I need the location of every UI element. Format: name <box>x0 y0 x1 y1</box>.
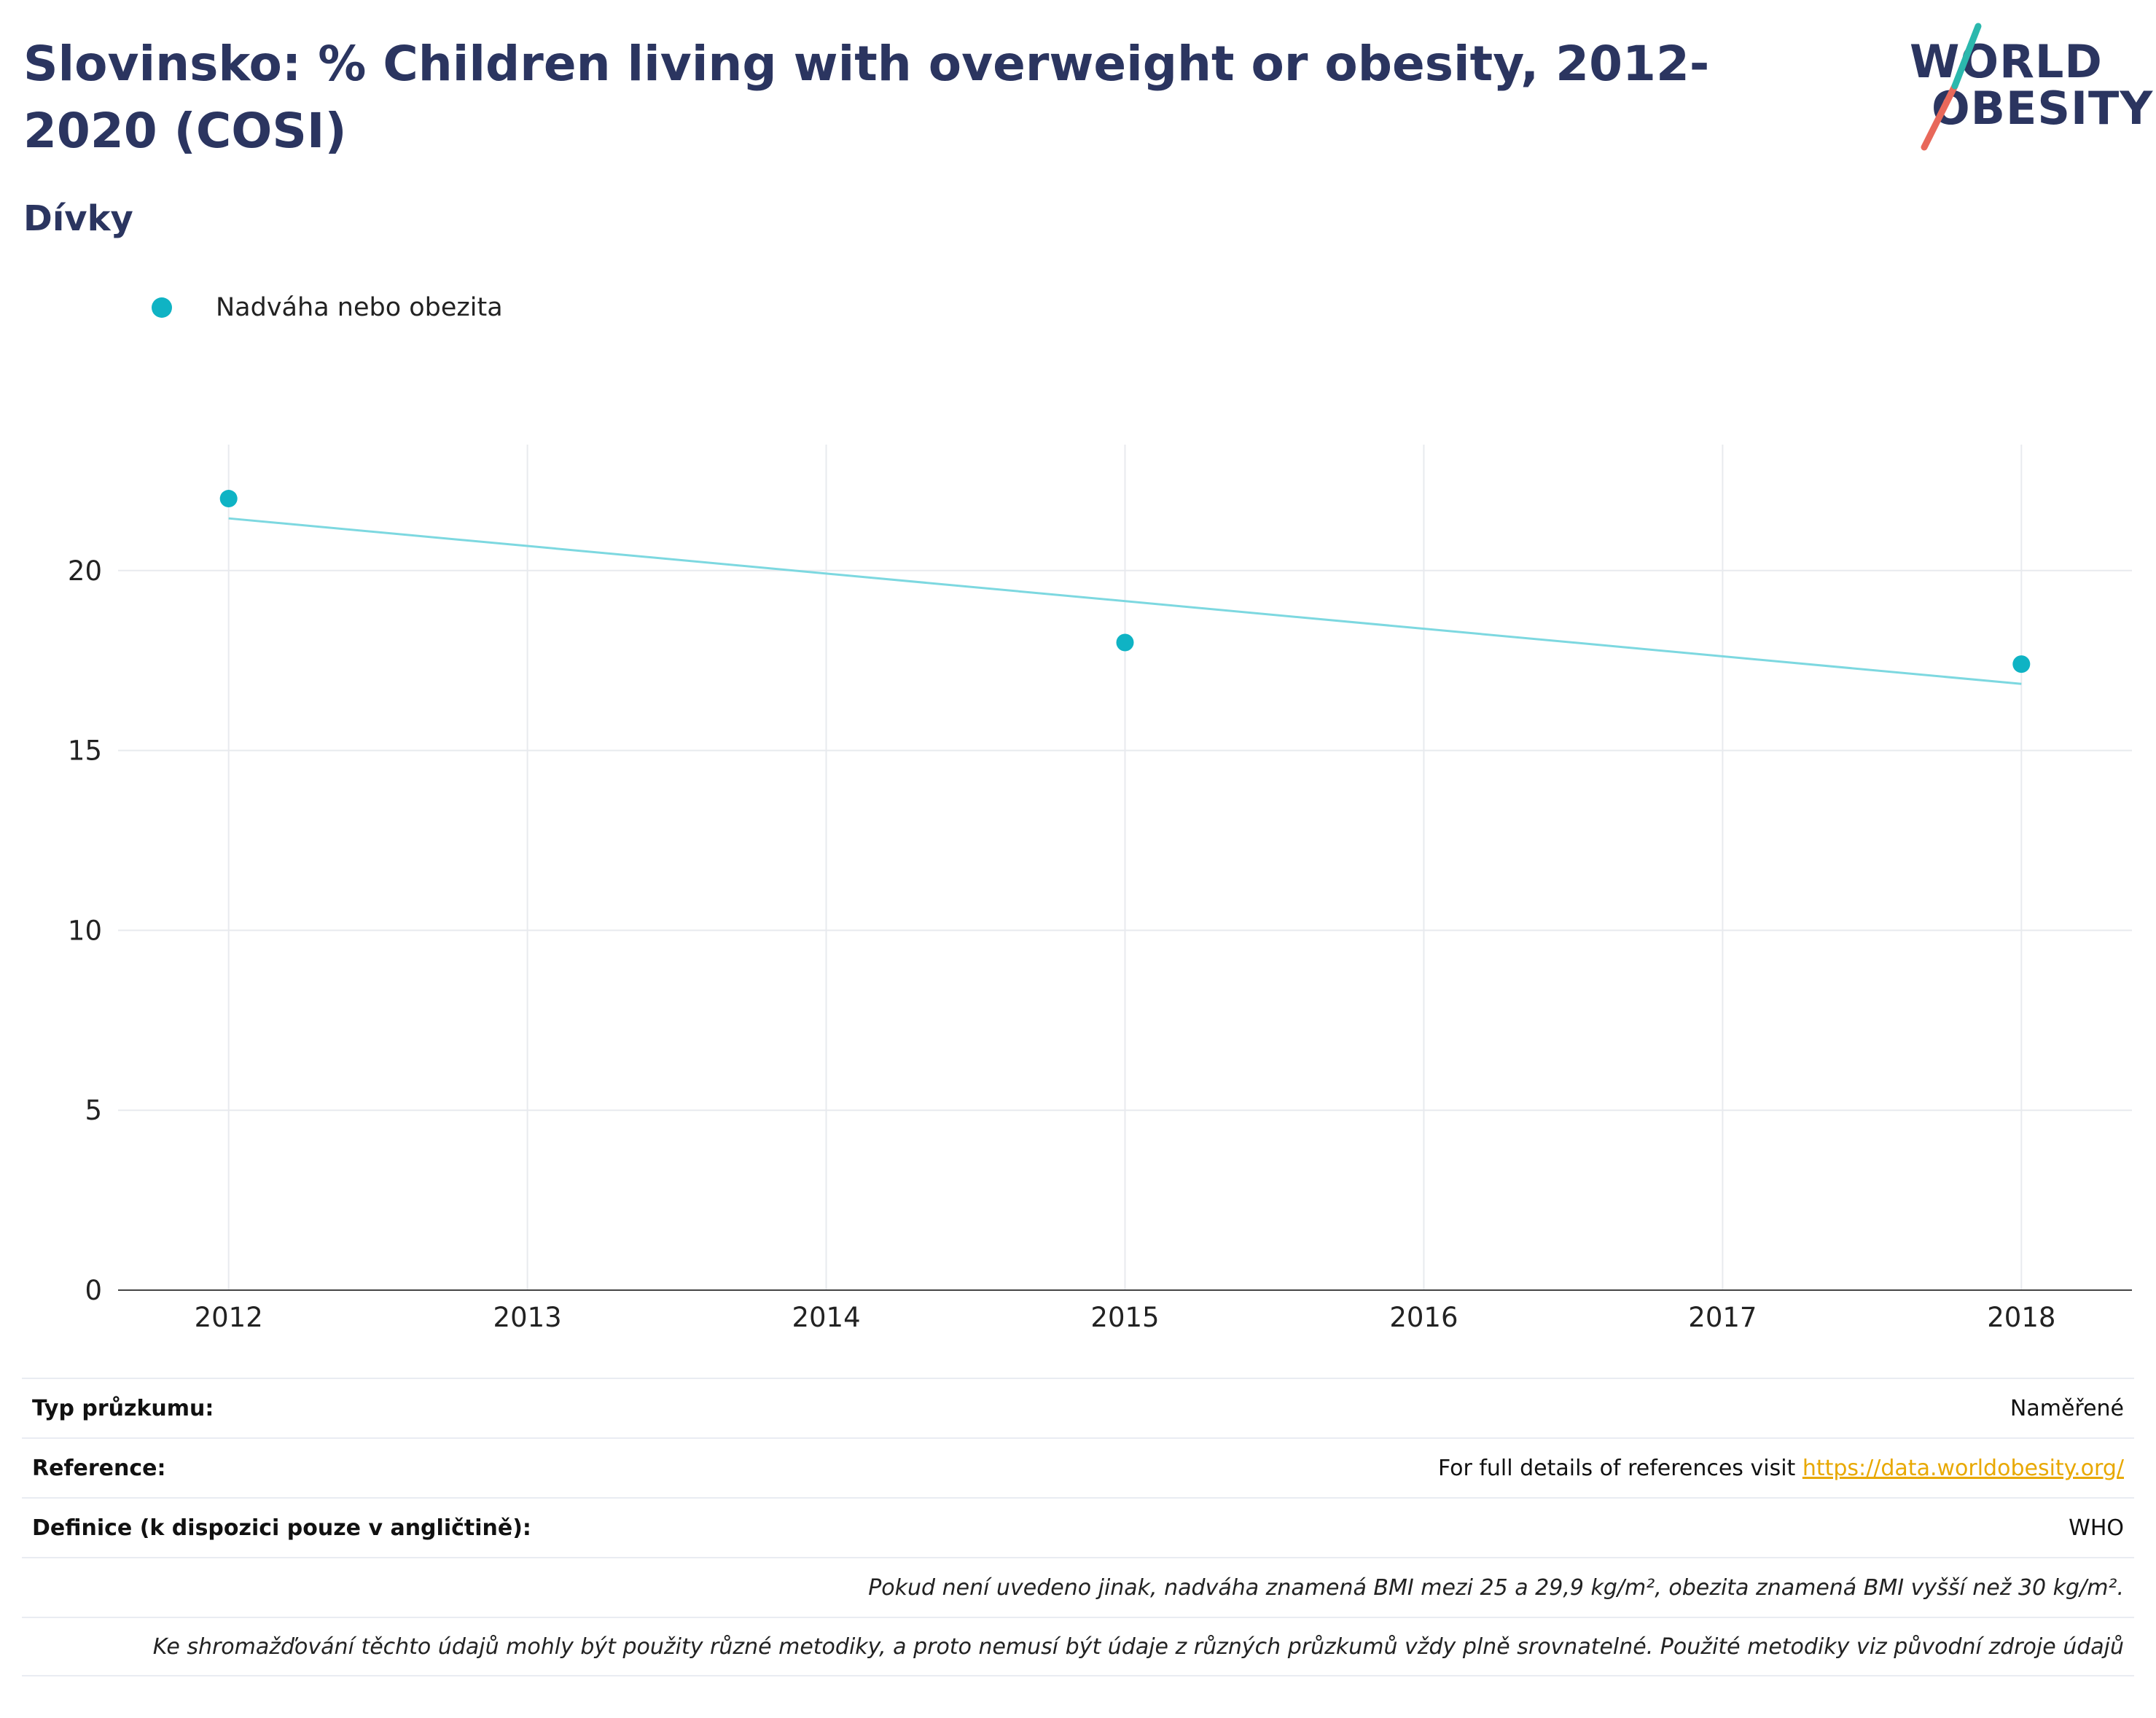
metadata-table: Typ průzkumu: Naměřené Reference: For fu… <box>22 1378 2134 1676</box>
data-point <box>2012 655 2031 673</box>
methodology-note: Ke shromažďování těchto údajů mohly být … <box>152 1633 2124 1660</box>
trend-line <box>228 517 2022 685</box>
reference-row: Reference: For full details of reference… <box>22 1437 2134 1497</box>
reference-link[interactable]: https://data.worldobesity.org/ <box>1802 1455 2124 1481</box>
y-tick-label: 10 <box>68 915 102 946</box>
world-obesity-logo: WORLD OBESITY <box>1910 22 2152 153</box>
x-tick-label: 2012 <box>195 1302 263 1333</box>
chart-legend[interactable]: Nadváha nebo obezita <box>152 293 503 322</box>
chart-title: Slovinsko: % Children living with overwe… <box>23 36 1710 160</box>
x-tick-label: 2015 <box>1090 1302 1159 1333</box>
reference-text: For full details of references visit <box>1437 1455 1802 1481</box>
definition-value: WHO <box>2069 1515 2124 1541</box>
x-tick-label: 2014 <box>792 1302 860 1333</box>
survey-type-value: Naměřené <box>2009 1395 2124 1421</box>
data-point <box>219 490 238 508</box>
y-tick-label: 0 <box>85 1275 102 1306</box>
y-tick-label: 20 <box>68 555 102 587</box>
y-tick-label: 15 <box>68 735 102 767</box>
reference-value: For full details of references visit htt… <box>1438 1456 2124 1481</box>
x-tick-label: 2018 <box>1987 1302 2055 1333</box>
legend-marker-icon <box>152 297 172 318</box>
x-tick-label: 2016 <box>1389 1302 1458 1333</box>
y-tick-label: 5 <box>85 1095 102 1126</box>
logo-word-obesity: OBESITY <box>1932 82 2154 135</box>
definition-label: Definice (k dispozici pouze v angličtině… <box>32 1515 531 1541</box>
x-tick-label: 2013 <box>493 1302 562 1333</box>
logo-word-world: WORLD <box>1910 35 2103 88</box>
chart-subtitle: Dívky <box>23 198 133 239</box>
reference-label: Reference: <box>32 1455 166 1481</box>
bmi-note: Pokud není uvedeno jinak, nadváha znamen… <box>868 1574 2124 1601</box>
survey-type-label: Typ průzkumu: <box>32 1395 214 1421</box>
chart-plot-area: 2012 2013 2014 2015 2016 2017 2018 0 5 10 15 20 <box>68 445 2132 1333</box>
data-point <box>1116 633 1134 652</box>
x-tick-label: 2017 <box>1688 1302 1757 1333</box>
definition-row: Definice (k dispozici pouze v angličtině… <box>22 1497 2134 1557</box>
legend-label: Nadváha nebo obezita <box>216 293 503 322</box>
survey-type-row: Typ průzkumu: Naměřené <box>22 1378 2134 1437</box>
bmi-note-row: Pokud není uvedeno jinak, nadváha znamen… <box>22 1557 2134 1617</box>
methodology-note-row: Ke shromažďování těchto údajů mohly být … <box>22 1617 2134 1676</box>
logo-slash-icon <box>1921 23 1982 151</box>
